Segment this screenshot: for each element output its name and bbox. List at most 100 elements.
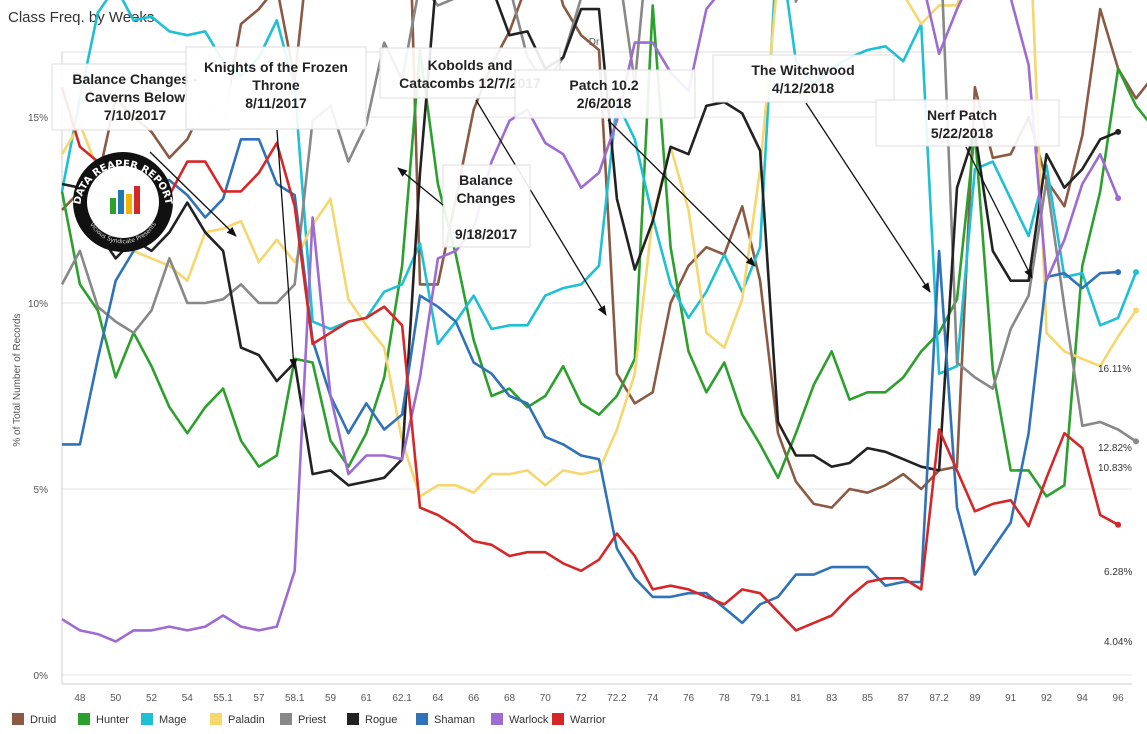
annotation-line: Balance	[459, 172, 513, 188]
x-tick-labels: 48 50 52 54 55.1 57 58.1 59 61 62.1 64 66 68 70 72 72.2…	[74, 693, 1124, 704]
legend-label-rogue: Rogue	[365, 714, 397, 726]
x-tick-label: 50	[110, 693, 122, 704]
x-tick-label: 58.1	[285, 693, 305, 704]
legend-label-shaman: Shaman	[434, 714, 475, 726]
x-tick-label: 48	[74, 693, 86, 704]
x-tick-label: 76	[683, 693, 695, 704]
x-tick-label: 83	[826, 693, 838, 704]
annotation-line: Knights of the Frozen	[204, 59, 348, 75]
x-tick-label: 70	[540, 693, 552, 704]
data-reaper-logo: DATA REAPER REPORT Vicious Syndicate Pre…	[72, 152, 174, 252]
legend-swatch-druid	[12, 713, 24, 725]
x-tick-label: 94	[1077, 693, 1089, 704]
annotation-line: 7/10/2017	[104, 107, 166, 123]
end-point-warlock	[1115, 195, 1122, 202]
annotation-line: Balance Changes -	[72, 71, 198, 87]
annotation-line: 5/22/2018	[931, 125, 993, 141]
annotation-line: Kobolds and	[428, 57, 513, 73]
end-point-priest	[1133, 438, 1139, 445]
annotation-line: Throne	[252, 77, 300, 93]
legend-swatch-warrior	[552, 713, 564, 725]
legend-swatch-shaman	[416, 713, 428, 725]
legend-swatch-mage	[141, 713, 153, 725]
annotation-line: Catacombs 12/7/2017	[399, 75, 541, 91]
annotation-arrow	[397, 167, 444, 206]
annotation-line: Changes	[456, 190, 515, 206]
end-label-druid: 16.11%	[1098, 364, 1131, 375]
x-tick-label: 96	[1113, 693, 1125, 704]
panel-label: Dr	[589, 37, 600, 48]
legend-swatch-hunter	[78, 713, 90, 725]
x-tick-label: 79.1	[750, 693, 770, 704]
end-point-shaman	[1115, 269, 1122, 276]
x-tick-label: 74	[647, 693, 659, 704]
x-tick-label: 61	[361, 693, 373, 704]
legend-swatch-rogue	[347, 713, 359, 725]
x-tick-label: 55.1	[213, 693, 233, 704]
x-tick-label: 92	[1041, 693, 1053, 704]
x-tick-label: 72	[576, 693, 588, 704]
end-point-rogue	[1115, 128, 1122, 135]
series-line-shaman	[62, 138, 1119, 625]
x-tick-label: 52	[146, 693, 158, 704]
x-tick-label: 66	[468, 693, 480, 704]
annotation-arrow	[965, 146, 1033, 279]
annotation-box	[514, 69, 696, 119]
x-tick-label: 87	[898, 693, 910, 704]
annotation-arrow	[475, 99, 607, 316]
x-tick-label: 78	[719, 693, 731, 704]
series-line-priest	[60, 0, 1137, 443]
annotations: Balance Changes - Caverns Below 7/10/2017 K…	[51, 46, 1060, 369]
annotation-box	[442, 164, 531, 248]
legend-label-druid: Druid	[30, 714, 56, 726]
annotation-arrow	[607, 119, 756, 267]
annotation-box	[712, 54, 895, 103]
x-tick-label: 68	[504, 693, 516, 704]
legend-swatch-priest	[280, 713, 292, 725]
legend-label-mage: Mage	[159, 714, 187, 726]
series-line-rogue	[61, 0, 1119, 487]
legend: Druid Hunter Mage Paladin Priest Rogue Shaman W…	[12, 713, 606, 726]
series-line-warrior	[60, 86, 1119, 632]
annotation-arrow	[805, 102, 931, 293]
end-point-mage	[1133, 269, 1139, 276]
annotation-arrow	[149, 151, 237, 237]
x-tick-label: 87.2	[929, 693, 949, 704]
series-line-paladin	[60, 0, 1138, 498]
annotation-line: 8/11/2017	[245, 95, 307, 111]
legend-label-priest: Priest	[298, 714, 326, 726]
chart-title: Class Freq. by Weeks	[8, 9, 154, 26]
legend-label-warlock: Warlock	[509, 714, 549, 726]
annotation-line: Patch 10.2	[569, 77, 638, 93]
x-tick-label: 72.2	[607, 693, 627, 704]
x-tick-label: 81	[790, 693, 802, 704]
x-tick-label: 54	[182, 693, 194, 704]
end-labels: 16.11% 12.82% 10.83% 6.28% 4.04%	[1098, 364, 1132, 648]
legend-label-hunter: Hunter	[96, 714, 129, 726]
series-line-warlock	[61, 0, 1120, 643]
end-label-priest: 6.28%	[1104, 567, 1132, 578]
x-tick-label: 91	[1005, 693, 1017, 704]
y-axis-label: % of Total Number of Records	[12, 313, 23, 446]
y-tick-label: 10%	[28, 299, 48, 310]
legend-swatch-warlock	[491, 713, 503, 725]
x-tick-label: 85	[862, 693, 874, 704]
end-label-shaman: 10.83%	[1098, 463, 1132, 474]
annotation-line: 2/6/2018	[577, 95, 632, 111]
annotation-line: Nerf Patch	[927, 107, 997, 123]
y-tick-label: 5%	[34, 485, 49, 496]
end-label-warrior: 4.04%	[1104, 637, 1132, 648]
annotation-box	[875, 99, 1060, 147]
legend-label-paladin: Paladin	[228, 714, 265, 726]
annotation-line: The Witchwood	[751, 62, 854, 78]
x-tick-label: 64	[432, 693, 444, 704]
end-point-warrior	[1115, 521, 1122, 528]
end-point-paladin	[1133, 307, 1139, 314]
x-tick-label: 59	[325, 693, 337, 704]
annotation-line: 9/18/2017	[455, 226, 517, 242]
annotation-box	[185, 46, 367, 130]
legend-label-warrior: Warrior	[570, 714, 606, 726]
x-tick-label: 89	[969, 693, 981, 704]
annotation-line: 4/12/2018	[772, 80, 834, 96]
